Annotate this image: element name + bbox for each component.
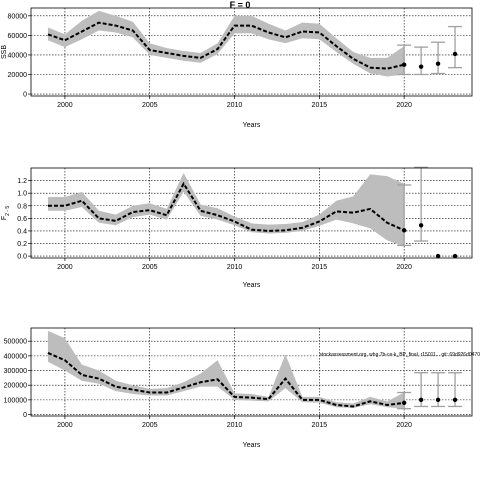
- f-plot-frame: [30, 167, 473, 259]
- f-median-line: [47, 181, 405, 232]
- recruitment-annotation: stockassessment.org, whg.7b-ce-k_BP_fina…: [319, 352, 480, 358]
- f-y-tick-label-2: 0.4: [17, 228, 27, 235]
- ssb-confidence-band: [47, 10, 405, 77]
- f-y-tick-label-1: 0.2: [17, 241, 27, 248]
- ssb-y-tick-label-3: 60000: [8, 33, 28, 40]
- recruitment-median-line: [47, 352, 405, 408]
- recruitment-y-tick-label-4: 400000: [4, 353, 27, 360]
- ssb-x-tick-label-2: 2010: [227, 102, 243, 109]
- f-y-tick-label-5: 1.0: [17, 191, 27, 198]
- recruitment-x-tick-label-2: 2010: [227, 422, 243, 429]
- f-y-axis-label-subscript: 2 - 5: [5, 206, 11, 216]
- recruitment-projection-point-1: [418, 397, 424, 403]
- f-x-tick-label-0: 2000: [57, 264, 73, 271]
- figure-title: F = 0: [230, 0, 251, 10]
- ssb-y-tick-label-4: 80000: [8, 13, 28, 20]
- recruitment-y-tick-label-3: 300000: [4, 368, 27, 375]
- recruitment-x-tick-label-3: 2015: [312, 422, 328, 429]
- f-x-axis-label: Years: [243, 282, 261, 289]
- ssb-projection-point-3: [452, 51, 458, 57]
- recruitment-x-tick-label-1: 2005: [142, 422, 158, 429]
- recruitment-panel: 2000 2005 2010 2015 2020 0 100000 200000 300000 4…: [4, 327, 480, 449]
- ssb-median-line: [47, 21, 405, 70]
- ssb-y-tick-label-2: 40000: [8, 52, 28, 59]
- f-x-tick-label-4: 2020: [396, 264, 412, 271]
- ssb-projection-point-1: [418, 64, 424, 69]
- f-projection-point-1: [418, 223, 424, 228]
- f-y-axis-label: F2 - 5: [1, 206, 11, 221]
- f-projection-point-0: [401, 228, 407, 233]
- f-y-tick-label-6: 1.2: [17, 178, 27, 185]
- f-projection-point-2: [435, 253, 441, 259]
- recruitment-x-tick-label-4: 2020: [396, 422, 412, 429]
- f-x-tick-label-3: 2015: [312, 264, 328, 271]
- recruitment-projection-point-3: [452, 397, 458, 403]
- f-x-tick-label-1: 2005: [142, 264, 158, 271]
- f-y-tick-label-3: 0.6: [17, 216, 27, 223]
- f-y-tick-label-4: 0.8: [17, 203, 27, 210]
- recruitment-y-tick-label-5: 500000: [4, 339, 27, 346]
- recruitment-x-axis-label: Years: [243, 442, 261, 449]
- fishing-mortality-panel: 2000 2005 2010 2015 2020 0.0 0.2 0.4 0.6 0.8 1.0 1.…: [1, 166, 473, 289]
- ssb-x-tick-label-1: 2005: [142, 102, 158, 109]
- ssb-x-tick-label-3: 2015: [312, 102, 328, 109]
- recruitment-y-tick-label-2: 200000: [4, 383, 27, 390]
- ssb-y-tick-label-1: 20000: [8, 72, 28, 79]
- f-confidence-band: [47, 173, 405, 247]
- recruitment-confidence-band: [47, 330, 405, 409]
- recruitment-y-tick-label-1: 100000: [4, 397, 27, 404]
- recruitment-x-tick-label-0: 2000: [57, 422, 73, 429]
- recruitment-plot-frame: [30, 327, 473, 417]
- ssb-x-tick-label-0: 2000: [57, 102, 73, 109]
- f-x-tick-label-2: 2010: [227, 264, 243, 271]
- ssb-projection-point-0: [401, 62, 407, 67]
- ssb-plot-frame: [30, 7, 473, 97]
- ssb-x-tick-label-4: 2020: [396, 102, 412, 109]
- f-projection-point-3: [452, 253, 458, 259]
- recruitment-y-tick-label-0: 0: [23, 412, 27, 419]
- f-y-tick-label-0: 0.0: [17, 254, 27, 261]
- ssb-y-tick-label-0: 0: [23, 92, 27, 99]
- recruitment-projection-point-2: [435, 397, 441, 403]
- ssb-panel: 2000 2005 2010 2015 2020 0 20000 40000 60000 8000…: [1, 7, 473, 129]
- ssb-y-axis-label: SSB: [1, 45, 8, 59]
- ssb-x-axis-label: Years: [243, 122, 261, 129]
- recruitment-projection-point-0: [401, 400, 407, 405]
- ssb-projection-point-2: [435, 61, 441, 66]
